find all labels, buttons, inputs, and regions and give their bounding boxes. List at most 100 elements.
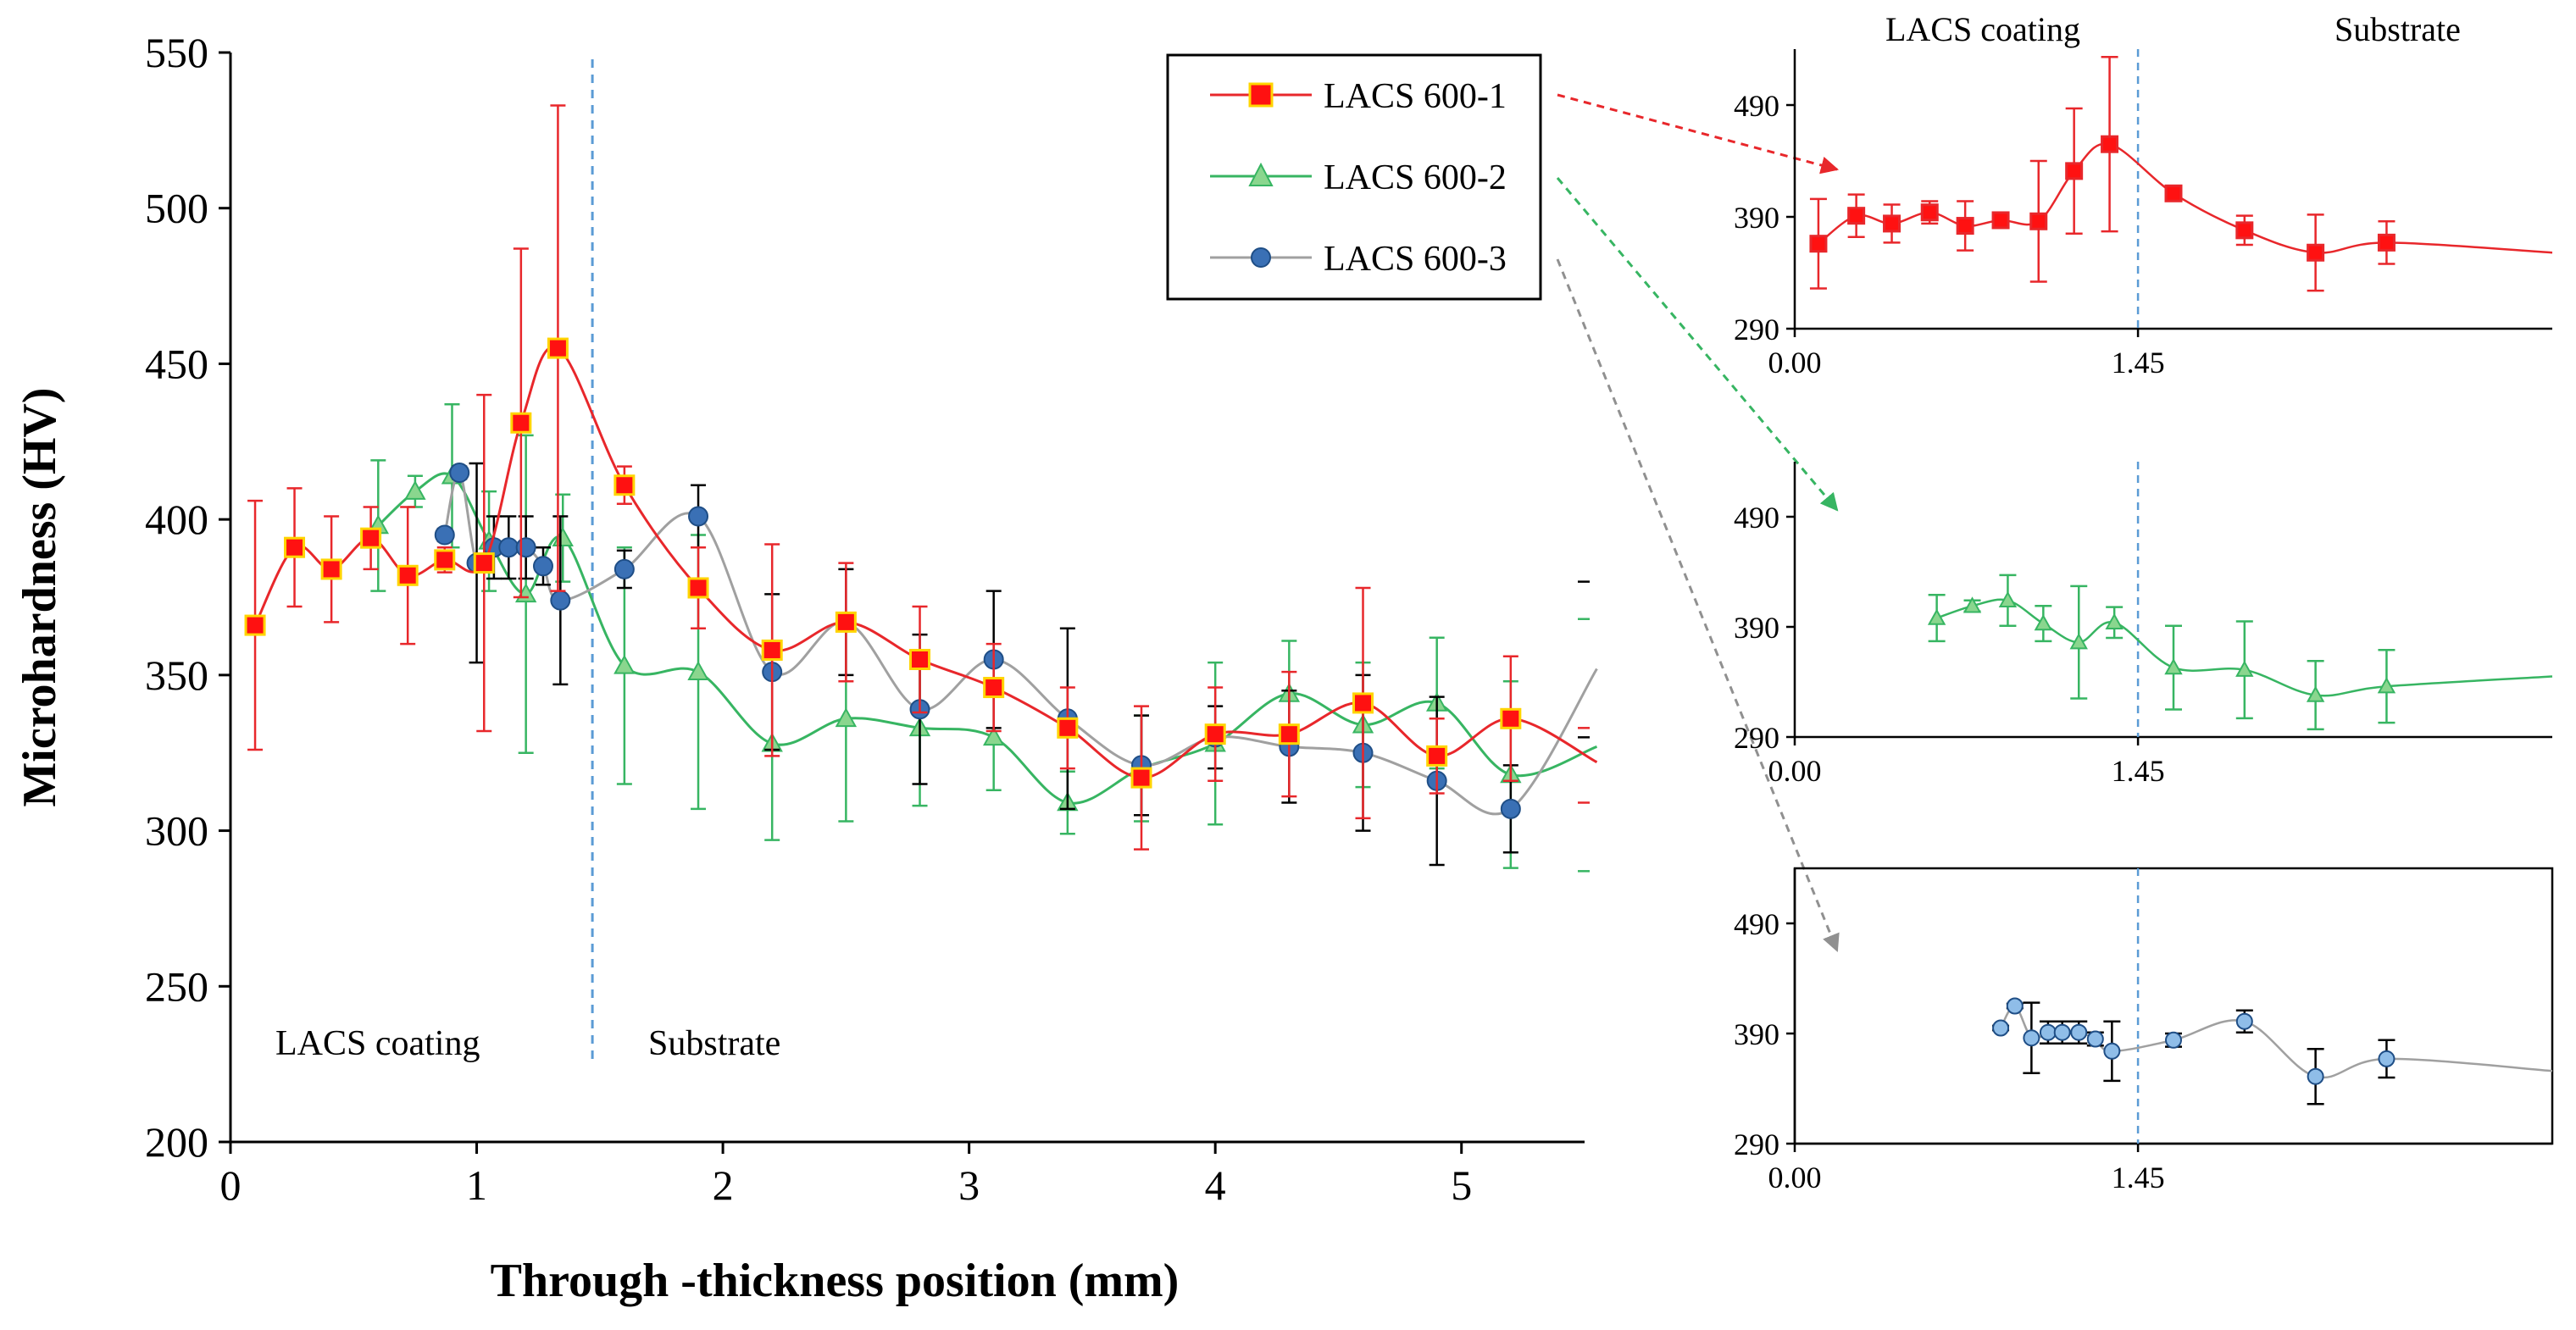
series-1-point [909,648,931,670]
main-y-tick-label: 550 [145,29,208,76]
inset-1-y-tick-label: 290 [1734,313,1779,346]
series-2-point [2306,685,2325,702]
series-1-point [320,558,342,580]
series-1-point [1956,217,1974,236]
series-2-point [2105,612,2124,629]
series-1-point [510,412,532,434]
main-y-axis-label: Microhardness (HV) [14,387,66,806]
series-1-point [2029,212,2048,230]
main-y-tick-label: 450 [145,340,208,387]
main-x-tick-label: 5 [1451,1161,1472,1209]
inset-chart-2: 290 390 490 0.00 1.45 [1734,462,2553,788]
series-1-point [2164,184,2183,202]
series-3-point [550,590,571,611]
inset-3-plot-area: 290 390 490 0.00 1.45 [1734,867,2554,1194]
legend-label-series-1: LACS 600-1 [1324,77,1507,116]
series-1-point [2235,221,2254,240]
series-3-point [613,558,635,579]
inset-chart-1: 290 390 490 0.00 1.45 LACS coating Substrate [1734,10,2553,380]
series-1-point [360,527,382,549]
series-1-point [687,577,709,599]
arrow-to-inset-3 [1556,258,1840,952]
main-annotation-coating: LACS coating [275,1024,480,1063]
series-2-point [2034,614,2053,631]
series-3-point [2006,997,2024,1015]
series-3-point [498,537,519,558]
inset-2-x-tick-label: 1.45 [2112,754,2165,788]
arrow-to-inset-1 [1557,93,1840,175]
series-1-point [284,536,306,558]
main-y-tick-label: 500 [145,185,208,232]
series-2-point [1998,590,2018,607]
series-3-point [2165,1031,2182,1049]
series-3-point [1500,798,1521,819]
series-1-point [1883,214,1901,233]
legend-marker-series-1 [1248,82,1274,108]
inset-1-y-tick-label: 390 [1734,201,1779,235]
inset-2-y-tick-label: 390 [1734,611,1779,645]
series-2-point [2377,677,2396,694]
main-x-tick-label: 2 [713,1161,734,1209]
series-1-point [1352,692,1374,714]
main-chart: 200 250 300 350 400 450 500 550 0 1 2 3 4 5 LACS coat… [14,29,1598,1307]
series-1-point [613,474,636,496]
series-3-point [2023,1029,2040,1047]
series-3-point [2378,1050,2396,1067]
main-x-tick-label: 4 [1205,1161,1226,1209]
series-1-point [1057,717,1079,739]
series-3-point [2039,1023,2057,1041]
series-1-point [1991,211,2010,230]
series-1-point [473,552,495,574]
series-1-point [1500,707,1522,729]
series-1-point [1278,723,1300,745]
main-x-axis-label: Through -thickness position (mm) [491,1255,1180,1307]
series-2-point [982,726,1005,746]
series-1-point [1130,767,1152,789]
series-1-point [2307,243,2325,262]
legend-entry-series-3: LACS 600-3 [1210,240,1507,279]
legend-marker-series-2 [1248,162,1274,186]
legend-label-series-3: LACS 600-3 [1324,240,1507,279]
inset-3-y-tick-label: 290 [1734,1128,1779,1161]
series-2-point [613,654,636,674]
main-y-tick-label: 300 [145,807,208,855]
main-y-tick-label: 350 [145,651,208,699]
series-3-point [2307,1067,2324,1085]
inset-3-frame [1793,867,2554,1145]
inset-1-header-coating: LACS coating [1885,10,2080,48]
inset-2-y-tick-label: 290 [1734,721,1779,755]
legend-entry-series-2: LACS 600-2 [1210,158,1507,197]
series-2-point [404,480,426,500]
series-1-point [434,549,456,571]
series-1-point [2065,162,2084,180]
series-1-point [244,614,266,636]
series-2-point [1927,608,1946,625]
inset-1-header-substrate: Substrate [2334,10,2461,48]
series-2-point [2235,660,2254,677]
series-1-point [547,337,569,359]
series-3-point [1992,1019,2010,1037]
series-2-point [2069,633,2088,650]
series-2-point [835,707,858,728]
legend-entry-series-1: LACS 600-1 [1210,77,1507,116]
main-annotation-substrate: Substrate [648,1024,780,1063]
inset-1-y-tick-label: 490 [1734,89,1779,123]
inset-chart-3: 290 390 490 0.00 1.45 [1734,867,2554,1194]
series-1-point [1426,745,1448,767]
main-x-tick-label: 1 [466,1161,487,1209]
series-3-point [2235,1012,2253,1030]
series-1-point [1204,723,1226,745]
legend-label-series-2: LACS 600-2 [1324,158,1507,197]
series-1-point [761,639,783,661]
series-3-point [688,506,709,527]
series-3-point [2086,1030,2104,1048]
series-1-point [1809,235,1828,253]
series-3-point [532,556,553,577]
series-3-point [434,524,455,546]
series-1-point [1847,207,1866,225]
series-1-point [835,611,857,633]
series-3-point [2070,1023,2088,1041]
series-3-point [2053,1023,2071,1041]
inset-1-plot-area: 290 390 490 0.00 1.45 [1734,49,2553,380]
